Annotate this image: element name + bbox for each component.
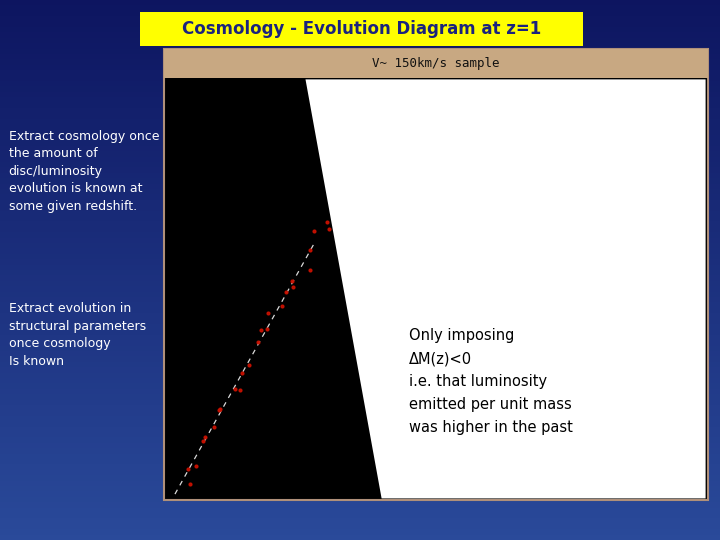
Point: [305, 246, 316, 254]
Point: [261, 324, 273, 333]
Point: [263, 308, 274, 317]
Point: [243, 360, 255, 369]
Point: [190, 462, 202, 470]
Bar: [140, 12, 583, 46]
Text: Cosmology - Evolution Diagram at z=1: Cosmology - Evolution Diagram at z=1: [182, 20, 541, 38]
Point: [287, 276, 298, 285]
Point: [322, 218, 333, 226]
Point: [323, 225, 335, 233]
Point: [255, 326, 266, 335]
Text: Extract cosmology once
the amount of
disc/luminosity
evolution is known at
some : Extract cosmology once the amount of dis…: [9, 130, 159, 213]
Point: [214, 404, 225, 413]
Point: [276, 302, 287, 310]
Point: [252, 338, 264, 347]
Text: Only imposing
ΔM(z)<0
i.e. that luminosity
emitted per unit mass
was higher in t: Only imposing ΔM(z)<0 i.e. that luminosi…: [409, 328, 572, 435]
Polygon shape: [305, 79, 706, 498]
Text: Extract evolution in
structural parameters
once cosmology
Is known: Extract evolution in structural paramete…: [9, 302, 145, 368]
Point: [280, 288, 292, 296]
Point: [197, 437, 209, 445]
Bar: [164, 49, 708, 500]
Text: V~ 150km/s sample: V~ 150km/s sample: [372, 57, 500, 70]
Point: [199, 433, 211, 441]
Point: [304, 266, 315, 275]
Point: [208, 423, 220, 431]
Point: [235, 369, 247, 377]
Point: [234, 386, 246, 394]
Point: [184, 480, 196, 489]
Bar: [164, 49, 708, 78]
Point: [287, 283, 298, 292]
Point: [308, 227, 320, 235]
Point: [214, 406, 225, 414]
Point: [182, 464, 194, 473]
Point: [230, 385, 241, 394]
